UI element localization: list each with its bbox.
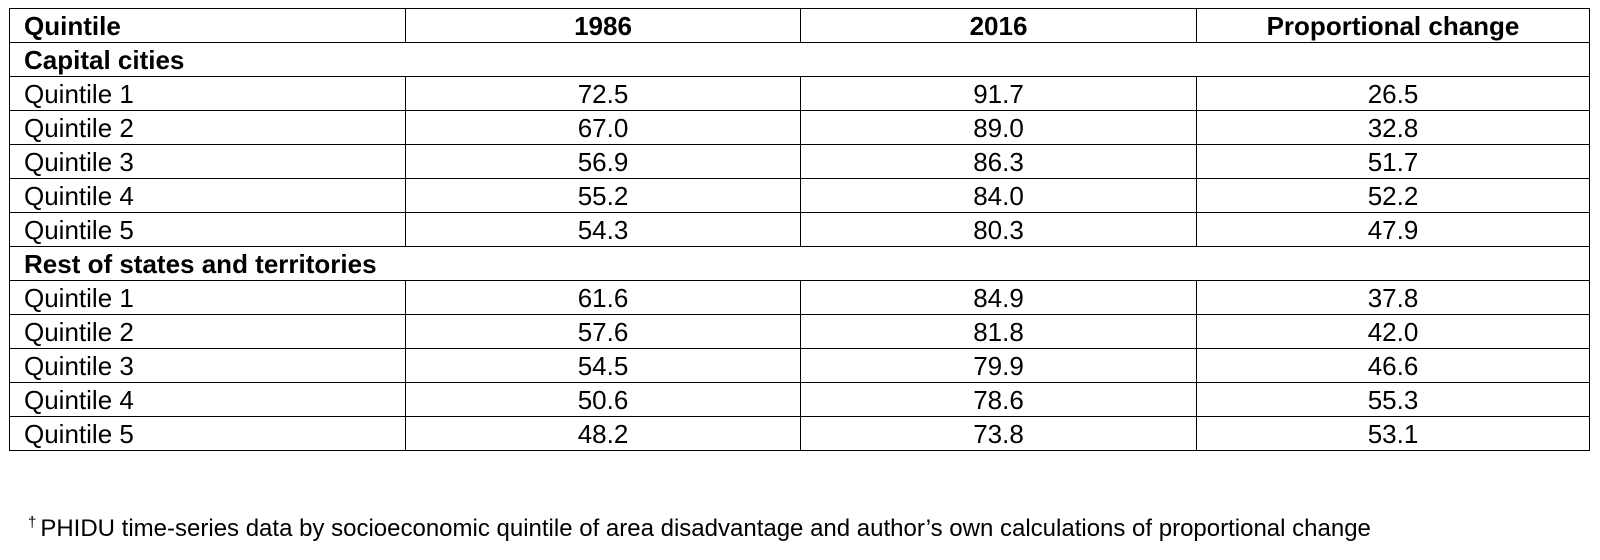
row-label: Quintile 3 — [9, 144, 406, 179]
column-header-1986: 1986 — [405, 8, 801, 43]
footnote: † PHIDU time-series data by socioeconomic… — [28, 508, 1371, 544]
table-cell: 53.1 — [1196, 416, 1590, 451]
table-cell: 84.0 — [800, 178, 1197, 213]
table-row: Quintile 5 54.3 80.3 47.9 — [9, 212, 1590, 247]
table-cell: 46.6 — [1196, 348, 1590, 383]
row-label: Quintile 4 — [9, 178, 406, 213]
table-cell: 37.8 — [1196, 280, 1590, 315]
footnote-text: PHIDU time-series data by socioeconomic … — [40, 515, 1371, 542]
table-row: Quintile 4 55.2 84.0 52.2 — [9, 178, 1590, 213]
column-header-2016: 2016 — [800, 8, 1197, 43]
table-row: Quintile 2 57.6 81.8 42.0 — [9, 314, 1590, 349]
table-cell: 50.6 — [405, 382, 801, 417]
row-label: Quintile 2 — [9, 314, 406, 349]
table-cell: 91.7 — [800, 76, 1197, 111]
table-row: Quintile 1 61.6 84.9 37.8 — [9, 280, 1590, 315]
table-row: Quintile 3 54.5 79.9 46.6 — [9, 348, 1590, 383]
table-cell: 73.8 — [800, 416, 1197, 451]
table-cell: 67.0 — [405, 110, 801, 145]
table-cell: 57.6 — [405, 314, 801, 349]
table-cell: 52.2 — [1196, 178, 1590, 213]
table-cell: 42.0 — [1196, 314, 1590, 349]
section-row: Capital cities — [9, 42, 1590, 77]
table-cell: 61.6 — [405, 280, 801, 315]
row-label: Quintile 2 — [9, 110, 406, 145]
table-cell: 55.3 — [1196, 382, 1590, 417]
table-cell: 55.2 — [405, 178, 801, 213]
table-cell: 78.6 — [800, 382, 1197, 417]
row-label: Quintile 5 — [9, 212, 406, 247]
table-cell: 81.8 — [800, 314, 1197, 349]
section-title: Capital cities — [9, 42, 1590, 77]
footnote-marker: † — [28, 514, 37, 531]
table-cell: 56.9 — [405, 144, 801, 179]
row-label: Quintile 1 — [9, 280, 406, 315]
table-cell: 89.0 — [800, 110, 1197, 145]
table-row: Quintile 1 72.5 91.7 26.5 — [9, 76, 1590, 111]
table-cell: 86.3 — [800, 144, 1197, 179]
table-row: Quintile 4 50.6 78.6 55.3 — [9, 382, 1590, 417]
column-header-proportional-change: Proportional change — [1196, 8, 1590, 43]
section-title: Rest of states and territories — [9, 246, 1590, 281]
data-table: Quintile 1986 2016 Proportional change C… — [9, 8, 1590, 451]
column-header-quintile: Quintile — [9, 8, 406, 43]
table-row: Quintile 3 56.9 86.3 51.7 — [9, 144, 1590, 179]
table-cell: 48.2 — [405, 416, 801, 451]
header-row: Quintile 1986 2016 Proportional change — [9, 8, 1590, 43]
table-cell: 32.8 — [1196, 110, 1590, 145]
table-row: Quintile 5 48.2 73.8 53.1 — [9, 416, 1590, 451]
table-cell: 26.5 — [1196, 76, 1590, 111]
table-cell: 54.3 — [405, 212, 801, 247]
section-row: Rest of states and territories — [9, 246, 1590, 281]
row-label: Quintile 3 — [9, 348, 406, 383]
table-body: Capital cities Quintile 1 72.5 91.7 26.5 Quin… — [9, 42, 1590, 451]
row-label: Quintile 4 — [9, 382, 406, 417]
table-cell: 80.3 — [800, 212, 1197, 247]
row-label: Quintile 1 — [9, 76, 406, 111]
table-cell: 47.9 — [1196, 212, 1590, 247]
table-row: Quintile 2 67.0 89.0 32.8 — [9, 110, 1590, 145]
table-cell: 84.9 — [800, 280, 1197, 315]
table-cell: 72.5 — [405, 76, 801, 111]
row-label: Quintile 5 — [9, 416, 406, 451]
table-cell: 54.5 — [405, 348, 801, 383]
table-cell: 79.9 — [800, 348, 1197, 383]
table-cell: 51.7 — [1196, 144, 1590, 179]
